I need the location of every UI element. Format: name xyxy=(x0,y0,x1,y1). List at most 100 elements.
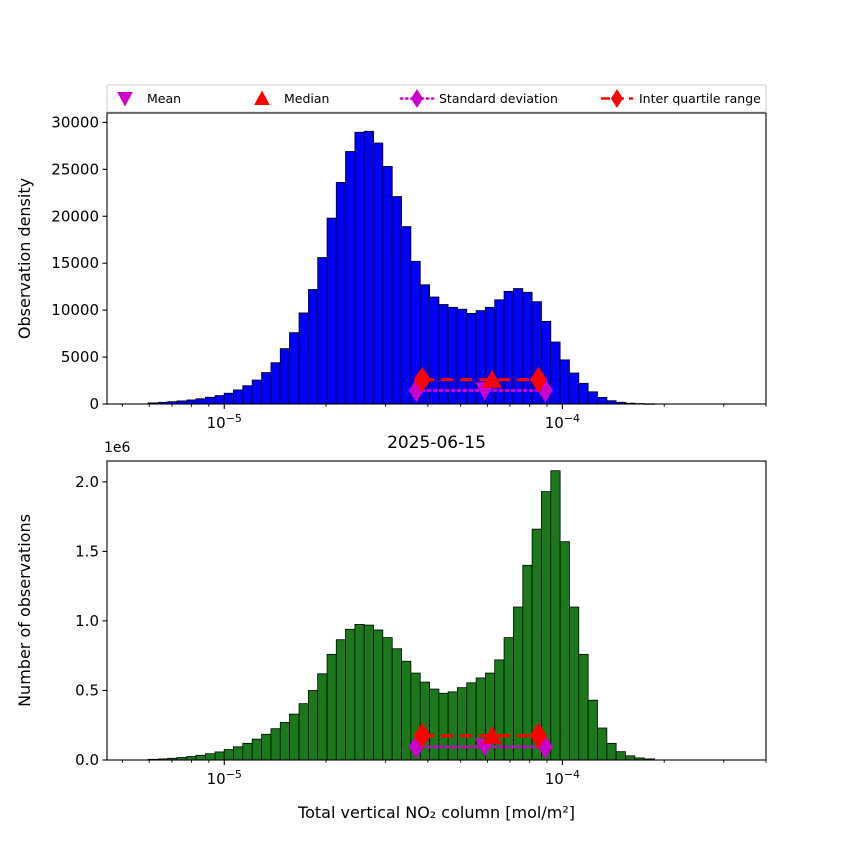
histogram-bar xyxy=(391,196,402,405)
histogram-bar xyxy=(597,727,608,761)
histogram-bar xyxy=(289,332,300,405)
legend-median-icon xyxy=(254,90,270,105)
histogram-bar xyxy=(326,217,337,405)
histogram-bar xyxy=(494,299,505,405)
y-tick-label: 10000 xyxy=(51,301,99,319)
histogram-bar xyxy=(242,742,253,761)
histogram-bar xyxy=(494,659,505,761)
histogram-bar xyxy=(438,692,449,761)
histogram-bar xyxy=(597,397,608,405)
histogram-bar xyxy=(578,382,589,405)
histogram-bar xyxy=(195,754,206,761)
y-tick-label: 20000 xyxy=(51,207,99,225)
histogram-bar xyxy=(466,682,477,761)
histogram-bar xyxy=(251,738,262,761)
y-tick-label: 2.0 xyxy=(75,473,99,491)
histogram-bar xyxy=(279,722,290,761)
histogram-bar xyxy=(522,564,533,761)
histogram-bar xyxy=(317,673,328,761)
legend-mean-icon xyxy=(117,92,133,107)
y-tick-label: 25000 xyxy=(51,160,99,178)
histogram-bar xyxy=(587,699,598,761)
histogram-bar xyxy=(345,628,356,761)
histogram-bar xyxy=(569,372,580,405)
y-tick-label: 1.0 xyxy=(75,612,99,630)
histogram-bar xyxy=(625,755,636,761)
histogram-bar xyxy=(522,291,533,405)
histogram-bar xyxy=(261,372,272,405)
x-axis-title: Total vertical NO₂ column [mol/m²] xyxy=(297,803,575,822)
median-marker xyxy=(482,369,503,388)
plot-title: 2025-06-15 xyxy=(387,433,486,453)
histogram-bar xyxy=(457,687,468,761)
histogram-bar xyxy=(615,751,626,761)
histogram-bar xyxy=(214,395,225,405)
histogram-bar xyxy=(550,341,561,405)
y-axis-title: Observation density xyxy=(15,178,34,339)
histogram-bar xyxy=(587,391,598,405)
histogram-bar xyxy=(186,399,197,405)
histogram-bar xyxy=(606,742,617,761)
histogram-bar xyxy=(261,733,272,761)
histogram-bar xyxy=(401,226,412,405)
y-tick-label: 0 xyxy=(89,395,99,413)
histogram-bar xyxy=(326,653,337,761)
histogram-bar xyxy=(298,703,309,761)
histogram-bar xyxy=(373,142,384,405)
histogram-bar xyxy=(503,290,514,405)
histogram-bar xyxy=(335,639,346,761)
histogram-bar xyxy=(363,624,374,761)
y-tick-label: 1.5 xyxy=(75,542,99,560)
iqr-q3-marker xyxy=(529,366,548,393)
histogram-bar xyxy=(270,362,281,405)
histogram-bar xyxy=(559,541,570,761)
legend-std-icon xyxy=(410,89,424,108)
histogram-bar xyxy=(205,396,216,405)
y-tick-label: 5000 xyxy=(61,348,99,366)
histogram-bar xyxy=(279,348,290,405)
y-axis-offset-label: 1e6 xyxy=(104,440,131,456)
iqr-q1-marker xyxy=(413,722,431,749)
y-tick-label: 30000 xyxy=(51,113,99,131)
y-tick-label: 0.0 xyxy=(75,751,99,769)
histogram-bar xyxy=(382,166,393,405)
histogram-bar xyxy=(205,753,216,761)
axes-spines-observation-density xyxy=(106,112,767,405)
y-tick-label: 15000 xyxy=(51,254,99,272)
median-marker xyxy=(482,725,503,744)
histogram-bar xyxy=(317,257,328,405)
histogram-bar xyxy=(559,359,570,405)
legend-label: Standard deviation xyxy=(439,91,558,106)
histogram-bar xyxy=(251,379,262,405)
histogram-bar xyxy=(289,713,300,761)
legend-label: Median xyxy=(284,91,329,106)
histogram-bar xyxy=(354,131,365,405)
histogram-bar xyxy=(503,637,514,761)
histogram-bar xyxy=(223,749,234,761)
x-tick-label: 10−4 xyxy=(545,412,580,432)
histogram-bar xyxy=(541,491,552,761)
legend-label: Mean xyxy=(147,91,181,106)
histogram-bar xyxy=(391,648,402,761)
histogram-bar xyxy=(214,751,225,761)
histogram-bar xyxy=(550,470,561,761)
iqr-q1-marker xyxy=(413,366,431,393)
histogram-bar xyxy=(298,312,309,405)
histogram-bar xyxy=(233,389,244,405)
histogram-bar xyxy=(429,296,440,405)
histogram-bar xyxy=(382,637,393,761)
histogram-bar xyxy=(233,746,244,761)
histogram-bar xyxy=(335,182,346,405)
histogram-bar xyxy=(373,629,384,761)
x-tick-label: 10−4 xyxy=(545,768,580,788)
y-tick-label: 0.5 xyxy=(75,681,99,699)
histogram-bar xyxy=(195,398,206,405)
x-tick-label: 10−5 xyxy=(207,768,242,788)
histogram-bar xyxy=(429,688,440,761)
histogram-bar xyxy=(363,130,374,405)
histogram-bar xyxy=(308,289,319,405)
histogram-bar xyxy=(354,624,365,761)
histogram-bar xyxy=(223,392,234,405)
